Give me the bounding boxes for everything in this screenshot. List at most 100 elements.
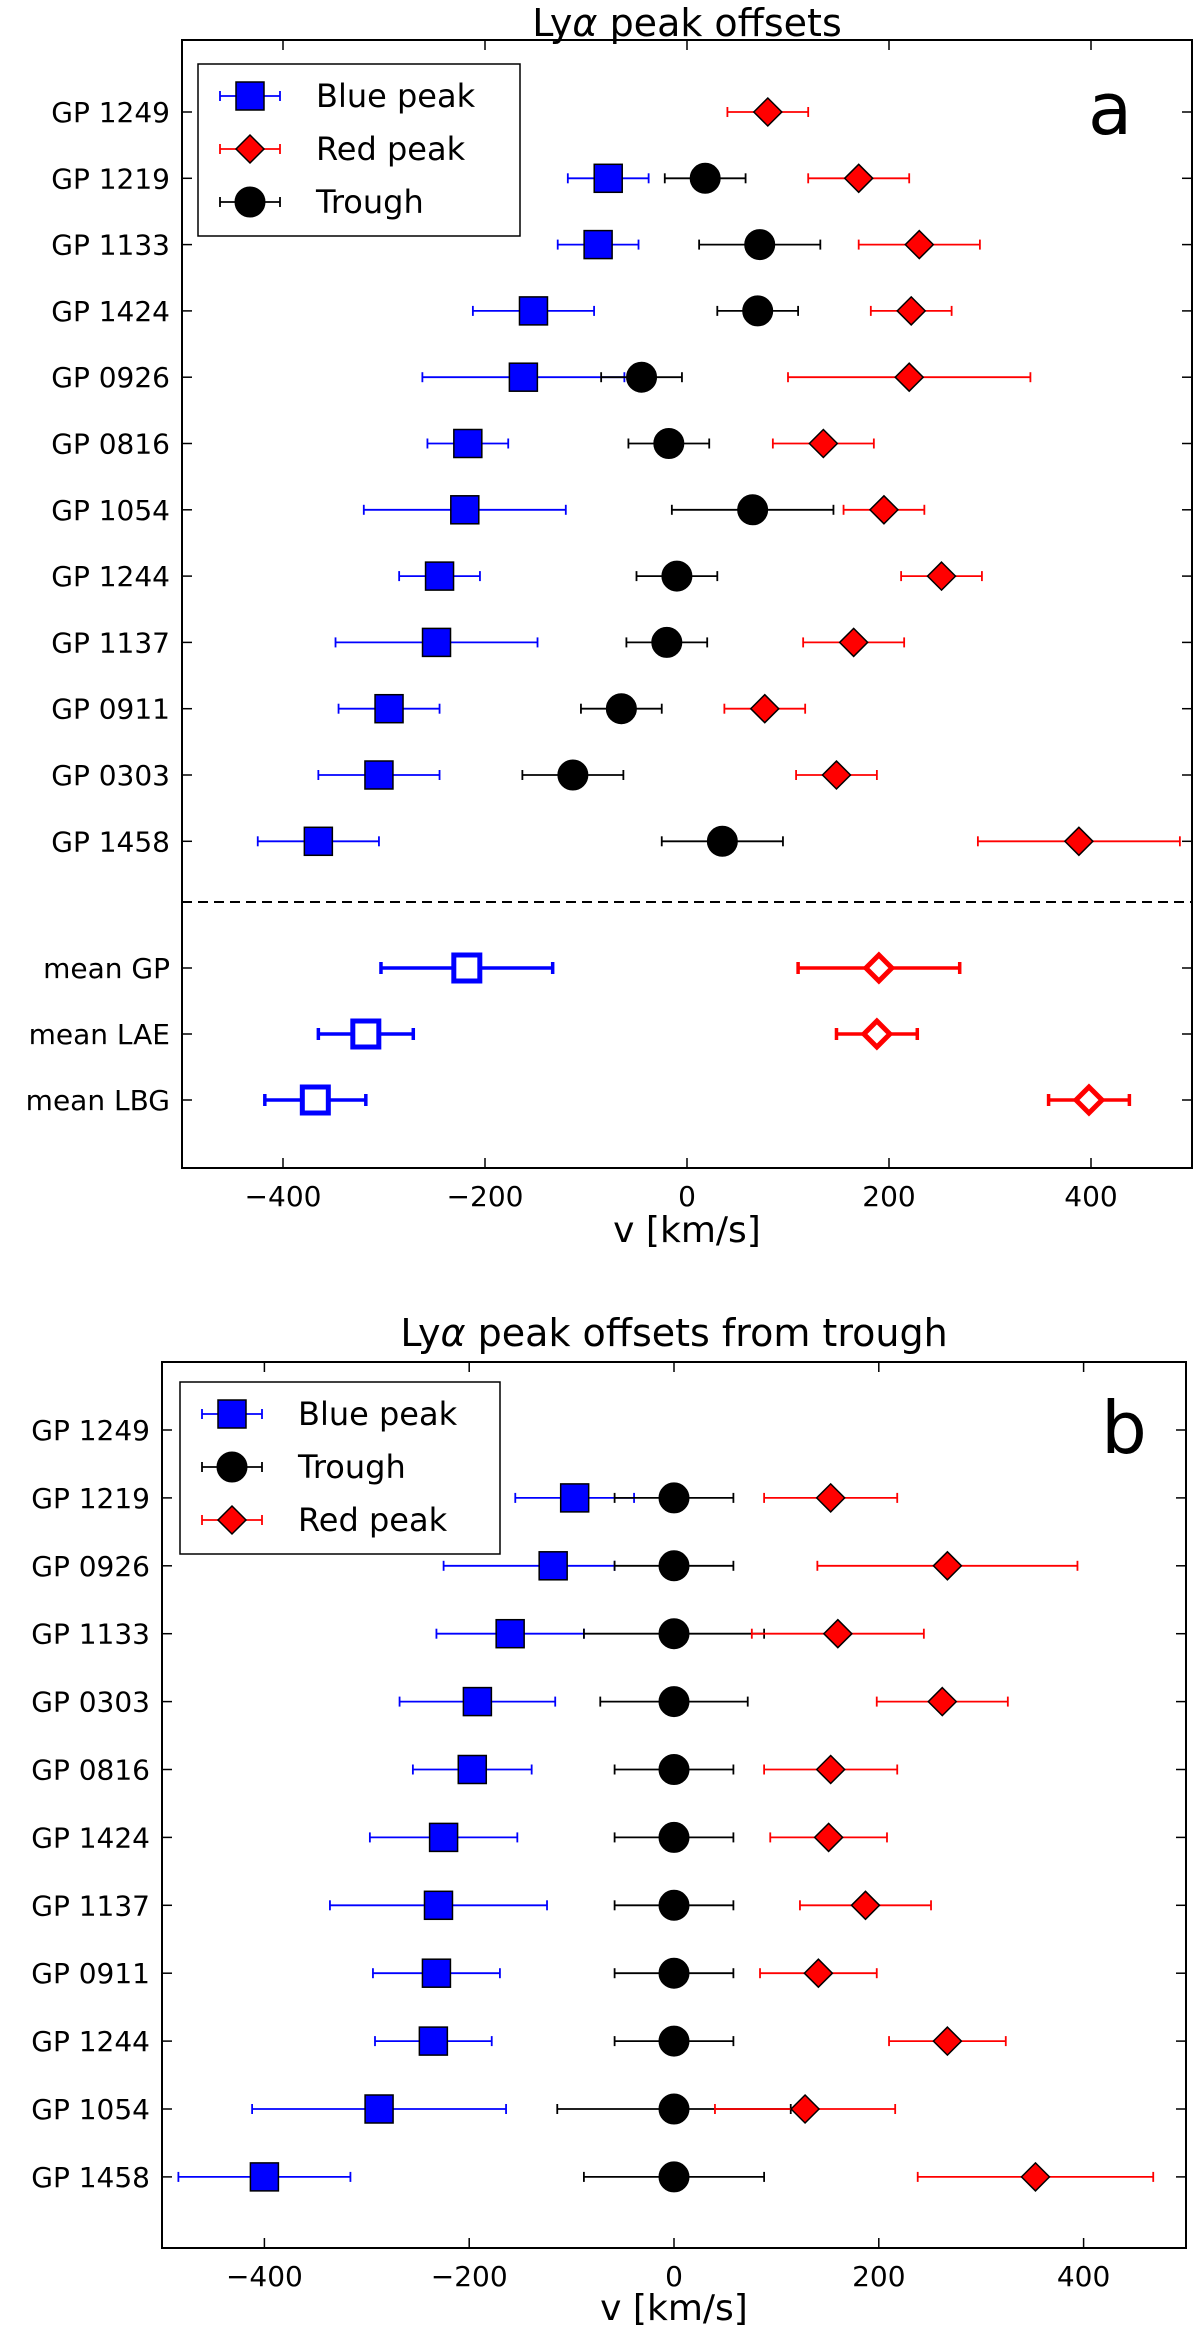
- trough-point-marker: [557, 759, 589, 791]
- row-label: GP 1133: [31, 1618, 150, 1651]
- blue-peak-point-marker: [538, 1551, 568, 1581]
- trough-point-marker: [661, 560, 693, 592]
- chart-title: Lyα peak offsets: [532, 1, 842, 45]
- legend-label: Blue peak: [316, 77, 476, 115]
- row-label: GP 1244: [51, 560, 170, 593]
- trough-point-marker: [658, 1957, 690, 1989]
- row-label: GP 1249: [31, 1414, 150, 1447]
- blue-peak-point-marker: [423, 1890, 454, 1921]
- blue-peak-point-marker: [559, 1483, 590, 1513]
- x-axis-label: v [km/s]: [613, 1210, 761, 1251]
- red-peak-point-marker: [808, 428, 839, 459]
- row-label: GP 0816: [31, 1754, 150, 1787]
- red-peak-point-marker: [821, 759, 852, 791]
- legend-marker: [216, 1451, 248, 1483]
- blue-peak-point-marker: [508, 362, 539, 392]
- x-tick-label: 400: [1064, 1180, 1117, 1213]
- row-label: GP 1137: [51, 626, 170, 659]
- blue-peak-point-marker: [303, 826, 334, 857]
- blue-peak-point-marker: [450, 495, 480, 525]
- row-label: GP 1458: [31, 2161, 150, 2194]
- row-label: GP 1054: [51, 494, 170, 527]
- legend-label: Red peak: [316, 130, 466, 168]
- x-tick-label: 200: [852, 2260, 905, 2293]
- panel-letter: b: [1101, 1386, 1147, 1470]
- x-axis-label: v [km/s]: [600, 2288, 748, 2329]
- blue-peak-point-marker: [495, 1618, 525, 1649]
- legend-label: Blue peak: [298, 1395, 458, 1433]
- red-peak-point-marker: [843, 163, 874, 194]
- blue-peak-point-marker: [421, 1958, 452, 1988]
- blue-peak-point-marker: [428, 1822, 459, 1853]
- red-peak-point-marker: [868, 494, 900, 525]
- row-label: GP 1133: [51, 229, 170, 262]
- chart-title: Lyα peak offsets from trough: [400, 1311, 947, 1355]
- red-peak-point-marker: [803, 1958, 834, 1989]
- trough-point-marker: [658, 2025, 690, 2057]
- x-tick-label: 0: [678, 1180, 696, 1213]
- trough-point-marker: [658, 1821, 690, 1853]
- legend-label: Trough: [315, 183, 424, 221]
- x-tick-label: −200: [447, 1180, 524, 1213]
- trough-point-marker: [737, 494, 769, 526]
- row-label: GP 1249: [51, 96, 170, 129]
- red-peak-point-marker: [815, 1754, 846, 1785]
- row-label: GP 0926: [51, 361, 170, 394]
- row-label: GP 1244: [31, 2025, 150, 2058]
- trough-point-marker: [744, 229, 776, 261]
- row-label: GP 0303: [51, 759, 170, 792]
- legend-marker: [216, 1504, 248, 1536]
- trough-point-marker: [658, 1550, 690, 1582]
- row-label: GP 0911: [31, 1957, 150, 1990]
- trough-point-marker: [626, 361, 658, 393]
- trough-point-marker: [658, 1482, 690, 1514]
- trough-point-marker: [658, 2093, 690, 2125]
- row-label: GP 1424: [31, 1821, 150, 1854]
- trough-point-marker: [658, 2161, 690, 2193]
- red-peak-point-marker: [896, 295, 927, 326]
- blue-peak-point-marker: [518, 296, 549, 326]
- row-label: GP 0911: [51, 693, 170, 726]
- trough-point-marker: [653, 428, 685, 459]
- red-peak-point-marker: [1063, 826, 1094, 857]
- red-peak-point-marker: [1072, 1083, 1106, 1117]
- legend-label: Red peak: [298, 1501, 448, 1539]
- red-peak-point-marker: [860, 1017, 894, 1051]
- blue-peak-point-marker: [424, 561, 455, 591]
- panel-letter: a: [1088, 67, 1132, 151]
- trough-point-marker: [658, 1889, 690, 1921]
- blue-peak-point-marker: [364, 2094, 394, 2124]
- row-label: GP 0926: [31, 1550, 150, 1583]
- red-peak-point-marker: [813, 1822, 844, 1853]
- red-peak-point-marker: [1020, 2161, 1051, 2192]
- row-label: GP 1219: [51, 162, 170, 195]
- trough-point-marker: [605, 693, 637, 725]
- red-peak-point-marker: [752, 96, 783, 128]
- blue-peak-point-marker: [593, 163, 623, 194]
- blue-peak-point-marker: [299, 1084, 331, 1116]
- panel-b: Lyα peak offsets from trough −400 −200 0 200…: [31, 1311, 1187, 2329]
- trough-point-marker: [658, 1686, 690, 1718]
- trough-point-marker: [689, 162, 721, 194]
- red-peak-point-marker: [894, 362, 925, 393]
- red-peak-point-marker: [926, 561, 957, 592]
- red-peak-point-marker: [815, 1482, 846, 1513]
- row-label: GP 1219: [31, 1482, 150, 1515]
- red-peak-point-marker: [932, 2026, 963, 2057]
- blue-peak-point-marker: [457, 1754, 488, 1785]
- row-label: GP 1137: [31, 1889, 150, 1922]
- trough-point-marker: [658, 1618, 690, 1650]
- x-tick-label: 0: [665, 2260, 683, 2293]
- blue-peak-point-marker: [583, 229, 613, 260]
- blue-peak-point-marker: [421, 627, 452, 658]
- legend-marker: [234, 133, 266, 165]
- blue-peak-point-marker: [374, 693, 404, 724]
- row-label: GP 0816: [51, 428, 170, 461]
- red-peak-point-marker: [932, 1550, 963, 1581]
- trough-point-marker: [651, 626, 683, 658]
- panel-a: Lyα peak offsets −400 −200 0 200 400 v [km/s] G…: [26, 1, 1193, 1251]
- row-label: GP 1054: [31, 2093, 150, 2126]
- trough-point-marker: [658, 1754, 690, 1785]
- red-peak-point-marker: [850, 1890, 881, 1921]
